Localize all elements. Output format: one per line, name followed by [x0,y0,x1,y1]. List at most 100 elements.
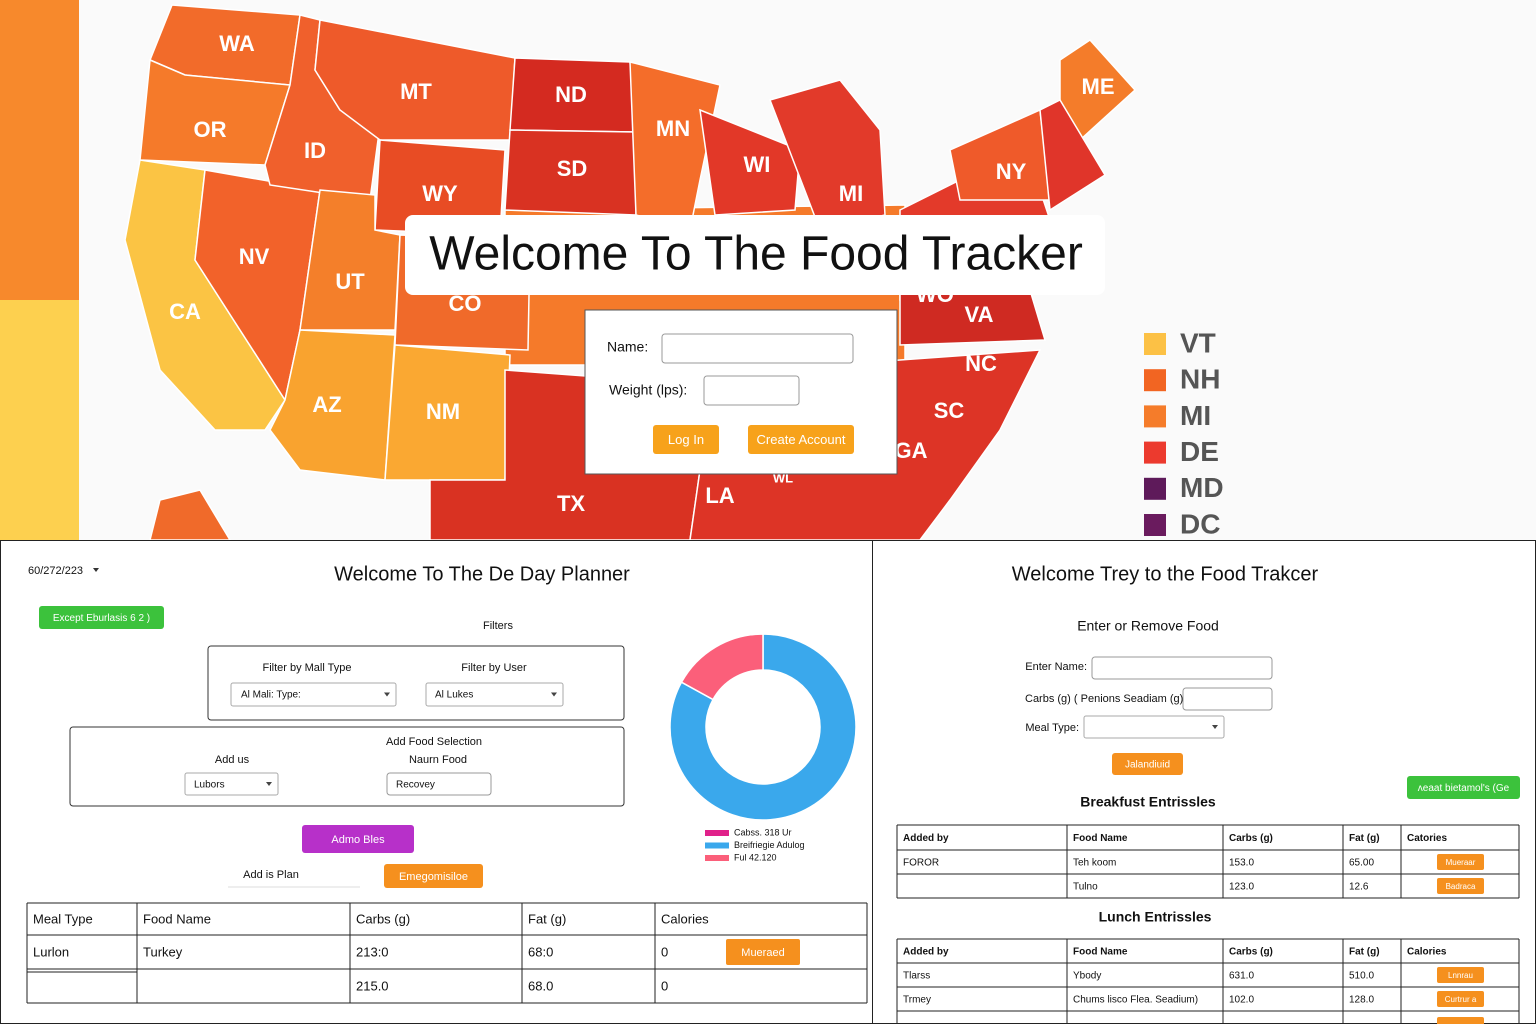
table-header: Carbs (g) [1229,947,1273,958]
select-arrow [384,692,390,697]
legend-swatch [1144,441,1166,464]
state-label: CA [169,299,201,324]
date-picker: 60/272/223 [28,565,83,577]
side-strip [0,300,79,540]
export-button-label: Except Eburlasis 6 2 ) [53,613,150,624]
row-button [1437,1017,1484,1024]
select-arrow [266,782,272,786]
donut-legend-label: Breifriegie Adulog [734,840,805,850]
side-strip [0,0,79,300]
table-header: Calories [1407,947,1447,958]
state-label: MI [839,181,863,206]
table-header: Carbs (g) [1229,833,1273,844]
text-input[interactable] [1091,656,1273,680]
section-title: Breakfust Entrissles [1080,794,1216,810]
text-input[interactable] [386,772,492,796]
row-button[interactable] [726,939,800,965]
add-us-label: Add us [215,754,250,766]
meal-label: Meal Type: [1025,722,1079,734]
state-label: SC [934,398,965,423]
select-box[interactable] [425,682,564,707]
filters-title: Filters [483,620,513,632]
export-button[interactable] [39,606,164,629]
state-shape [699,108,801,216]
text-input[interactable] [661,333,854,364]
table-cell: Trmey [903,995,931,1006]
login-button[interactable] [653,425,719,454]
legend-label: DE [1180,436,1219,467]
add-plan-label: Add is Plan [243,869,299,881]
table-header: Food Name [1073,947,1128,958]
state-label: GA [895,438,928,463]
filter-meal-label: Filter by Mall Type [262,662,351,674]
text-input[interactable] [703,375,800,406]
row-button-label: Mueraar [1446,858,1476,867]
orange-button-label: Emegomisiloe [399,871,468,883]
donut-segment [669,633,857,821]
table-header: Added by [903,833,949,844]
state-label: VA [965,302,994,327]
state-label: WY [422,181,458,206]
legend-swatch [1144,333,1166,355]
state-label: ME [1082,74,1115,99]
state-label: NV [239,244,270,269]
table-header: Added by [903,947,949,958]
app-title: Welcome To The Food Tracker [429,228,1083,281]
table-header: Meal Type [33,911,93,926]
table-cell: Ybody [1073,971,1101,982]
select-box[interactable] [184,772,279,796]
state-label: ND [555,82,587,107]
legend-label: MD [1180,472,1224,503]
table-header: Food Name [143,911,211,926]
purple-button[interactable] [302,825,414,853]
name-label: Name: [607,339,648,355]
legend-swatch [1144,477,1166,500]
table-cell: 68.0 [528,978,553,993]
state-label: OR [194,117,227,142]
row-button[interactable] [1437,967,1484,983]
orange-button[interactable] [384,864,483,888]
select-box[interactable] [230,682,397,707]
table-cell: Lurlon [33,944,69,959]
table-cell: Tlarss [903,971,930,982]
state-shape [1039,99,1107,212]
row-button[interactable] [1437,854,1484,870]
state-shape [629,61,721,231]
text-input[interactable] [1182,687,1273,711]
table-cell: Tulno [1073,882,1098,893]
row-button[interactable] [1437,878,1484,894]
add-food-box [69,726,625,807]
table-cell: 0 [661,978,668,993]
select-box[interactable] [1083,715,1225,739]
table-header: Catories [1407,833,1447,844]
table-cell: Teh koom [1073,858,1116,869]
filter-meal-value: Al Mali: Type: [241,690,301,701]
section-title: Lunch Entrissles [1099,909,1212,925]
row-button-label: Mueraed [741,947,784,959]
legend-label: DC [1180,508,1220,539]
green-button[interactable] [1407,776,1520,799]
create-account-button[interactable] [748,425,854,454]
state-label: SD [557,156,588,181]
state-label: WI [744,152,771,177]
donut-legend-label: Cabss. 318 Ur [734,827,792,837]
submit-button[interactable] [1112,753,1183,775]
food-label: Naurn Food [409,754,467,766]
state-labels: WAORIDMTNDMNMEWISDWYMINYNVUTCACOWOVANCAZ… [169,31,1114,516]
content: Welcome To The Food Tracker Name: Weight (… [26,228,1520,1024]
select-arrow [1212,725,1218,729]
table-header: Carbs (g) [356,911,410,926]
legend-swatch [1144,514,1166,536]
row-button[interactable] [1437,991,1484,1007]
add-us-value: Lubors [194,780,225,791]
state-label: MT [400,79,432,104]
table-header: Fat (g) [1349,947,1380,958]
tracker-subtitle: Enter or Remove Food [1077,618,1219,634]
title-box [405,215,1105,295]
state-label: MN [656,116,690,141]
row-button-label: Badraca [1446,882,1476,891]
login-button-label: Log In [668,432,704,447]
table-cell: 153.0 [1229,858,1254,869]
